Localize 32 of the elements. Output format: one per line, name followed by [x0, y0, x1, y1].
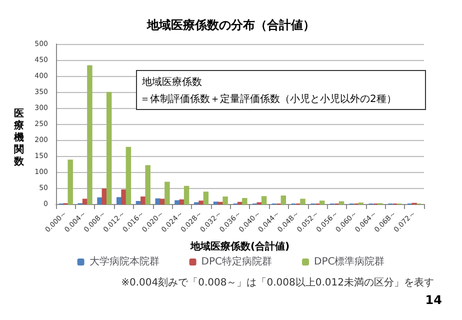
bar [145, 165, 150, 204]
bar [261, 196, 267, 204]
bar [155, 198, 160, 204]
bar [97, 197, 102, 204]
bar [203, 192, 209, 204]
y-axis-title: 医療機関数 [13, 108, 25, 168]
bar [106, 92, 112, 204]
text: ※0.004刻みで「0.008～」は「0.008以上0.012未満の区分」を表す [121, 276, 434, 288]
bar [338, 201, 344, 204]
bar [198, 200, 204, 204]
bar [68, 160, 73, 204]
bar [184, 186, 190, 204]
bar [82, 198, 88, 204]
bar [160, 198, 166, 204]
bar [87, 65, 92, 204]
legend-label: DPC特定病院群 [201, 256, 272, 268]
annotation: 地域医療係数 [142, 76, 202, 89]
bar [300, 198, 306, 204]
x-axis-title: 地域医療係数(合計値) [189, 240, 290, 252]
bar [242, 198, 248, 204]
text: 14 [425, 293, 442, 307]
bar [320, 200, 325, 204]
bar [280, 196, 286, 204]
bar [126, 146, 132, 204]
bar [121, 189, 126, 204]
bar [222, 196, 228, 204]
chart-title: 地域医療係数の分布（合計値） [146, 18, 315, 32]
annotation: ＝体制評価係数＋定量評価係数（小児と小児以外の2種） [140, 92, 396, 106]
legend-label: 大学病院本院群 [89, 256, 160, 268]
bar [164, 182, 170, 204]
bar [174, 200, 180, 204]
legend-label: DPC標準病院群 [314, 256, 385, 268]
